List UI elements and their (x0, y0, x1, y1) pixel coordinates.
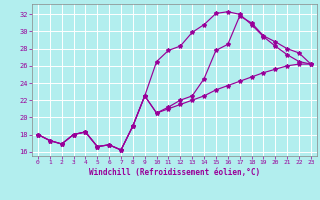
X-axis label: Windchill (Refroidissement éolien,°C): Windchill (Refroidissement éolien,°C) (89, 168, 260, 177)
